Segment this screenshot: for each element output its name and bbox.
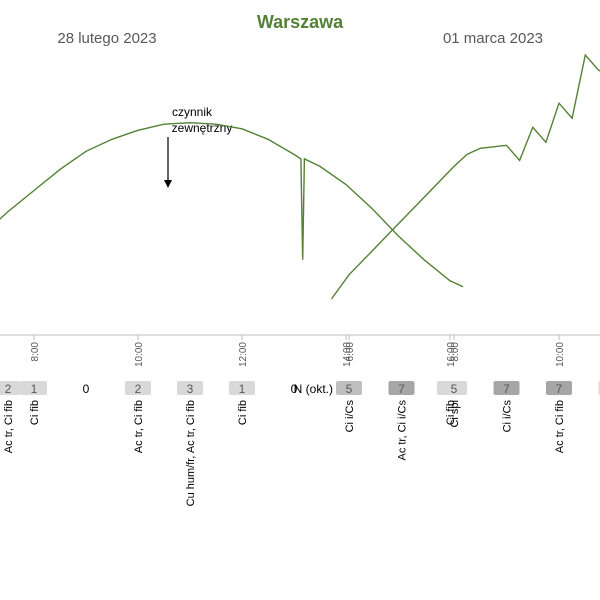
cloud-box-1-4 <box>546 381 572 395</box>
panel-title-right: 01 marca 2023 <box>443 30 543 47</box>
cloud-type-0-9: Ci fib <box>445 400 457 425</box>
cloud-value-0-2: 0 <box>83 382 90 396</box>
series-line-1 <box>330 53 600 300</box>
annotation-line1: czynnik <box>172 105 213 119</box>
annotation-arrowhead <box>164 180 172 188</box>
cloud-box-0-1 <box>21 381 47 395</box>
x-tick-label-0-0: 8:00 <box>30 342 41 362</box>
cloud-box-1-1 <box>388 381 415 395</box>
cloud-box-1-0 <box>336 381 362 395</box>
cloud-value-1-3: 7 <box>503 382 510 396</box>
panel-title-left: 28 lutego 2023 <box>57 30 156 47</box>
cloud-cover-label: N (okt.) <box>294 382 333 396</box>
cloud-box-1-3 <box>493 381 520 395</box>
cloud-type-0-0: Ac tr, Ci fib <box>3 400 15 453</box>
cloud-type-0-3: Ac tr, Ci fib <box>133 400 145 453</box>
cloud-type-0-1: Ci fib <box>29 400 41 425</box>
x-tick-label-0-4: 16:00 <box>446 342 457 367</box>
x-tick-label-0-1: 10:00 <box>134 342 145 367</box>
x-tick-label-1-2: 10:00 <box>555 342 566 367</box>
cloud-value-0-0: 2 <box>5 382 12 396</box>
cloud-value-1-1: 7 <box>398 382 405 396</box>
cloud-type-1-2: Ci spi <box>449 400 461 428</box>
cloud-value-0-4: 3 <box>187 382 194 396</box>
cloud-type-0-4: Cu hum/fr, Ac tr, Ci fib <box>185 400 197 506</box>
cloud-value-1-2: 5 <box>451 382 458 396</box>
cloud-value-1-0: 5 <box>346 382 353 396</box>
cloud-type-1-0: Ci i/Cs <box>344 400 356 433</box>
cloud-value-1-4: 7 <box>556 382 563 396</box>
cloud-box-0-0 <box>0 381 21 395</box>
cloud-type-0-5: Ci fib <box>237 400 249 425</box>
cloud-box-0-5 <box>229 381 255 395</box>
cloud-value-0-5: 1 <box>239 382 246 396</box>
series-line-0 <box>0 121 464 288</box>
cloud-value-0-6: 0 <box>291 382 298 396</box>
cloud-type-1-3: Ci i/Cs <box>502 400 514 433</box>
cloud-value-0-3: 2 <box>135 382 142 396</box>
x-tick-label-0-3: 14:00 <box>342 342 353 367</box>
chart-title: Warszawa <box>257 12 344 32</box>
cloud-box-1-2 <box>441 381 467 395</box>
x-tick-label-1-0: 6:00 <box>345 342 356 362</box>
cloud-type-1-4: Ac tr, Ci fib <box>554 400 566 453</box>
cloud-box-0-3 <box>125 381 151 395</box>
cloud-type-1-1: Ac tr, Ci i/Cs <box>397 400 409 461</box>
cloud-box-0-4 <box>177 381 203 395</box>
x-tick-label-1-1: 8:00 <box>450 342 461 362</box>
x-tick-label-0-2: 12:00 <box>238 342 249 367</box>
cloud-value-0-1: 1 <box>31 382 38 396</box>
